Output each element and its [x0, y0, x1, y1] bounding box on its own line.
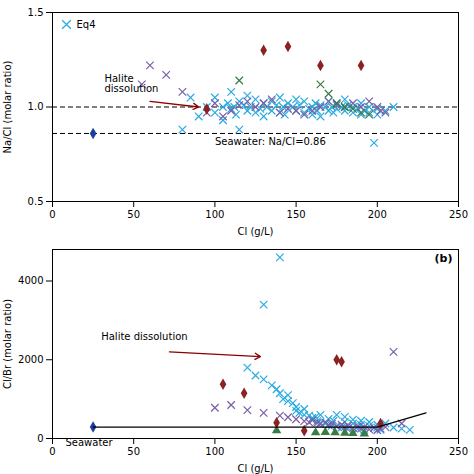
- svg-text:Seawater: Na/Cl=0.86: Seawater: Na/Cl=0.86: [215, 136, 326, 147]
- svg-text:1.0: 1.0: [28, 101, 44, 112]
- svg-text:0: 0: [49, 209, 55, 220]
- svg-text:4000: 4000: [18, 275, 43, 286]
- svg-text:Halitedissolution: Halitedissolution: [104, 73, 158, 94]
- svg-text:0: 0: [49, 446, 55, 457]
- svg-text:1.5: 1.5: [28, 7, 44, 18]
- svg-text:50: 50: [127, 209, 140, 220]
- svg-text:200: 200: [368, 446, 387, 457]
- svg-text:100: 100: [205, 446, 224, 457]
- svg-text:250: 250: [449, 209, 468, 220]
- svg-text:50: 50: [127, 446, 140, 457]
- svg-text:Na/Cl (molar ratio): Na/Cl (molar ratio): [2, 60, 13, 153]
- svg-text:0: 0: [37, 433, 43, 444]
- svg-text:200: 200: [368, 209, 387, 220]
- svg-text:Cl (g/L): Cl (g/L): [237, 226, 273, 237]
- svg-text:150: 150: [287, 209, 306, 220]
- svg-text:Eq4: Eq4: [77, 19, 96, 30]
- svg-text:(b): (b): [435, 252, 453, 265]
- svg-text:250: 250: [449, 446, 468, 457]
- svg-text:0.5: 0.5: [28, 196, 44, 207]
- svg-text:150: 150: [287, 446, 306, 457]
- svg-text:Cl (g/L): Cl (g/L): [237, 463, 273, 474]
- svg-text:Halite dissolution: Halite dissolution: [101, 331, 187, 342]
- svg-text:100: 100: [205, 209, 224, 220]
- svg-text:Seawater: Seawater: [65, 437, 113, 448]
- svg-text:Cl/Br (molar ratio): Cl/Br (molar ratio): [2, 299, 13, 389]
- svg-text:2000: 2000: [18, 354, 43, 365]
